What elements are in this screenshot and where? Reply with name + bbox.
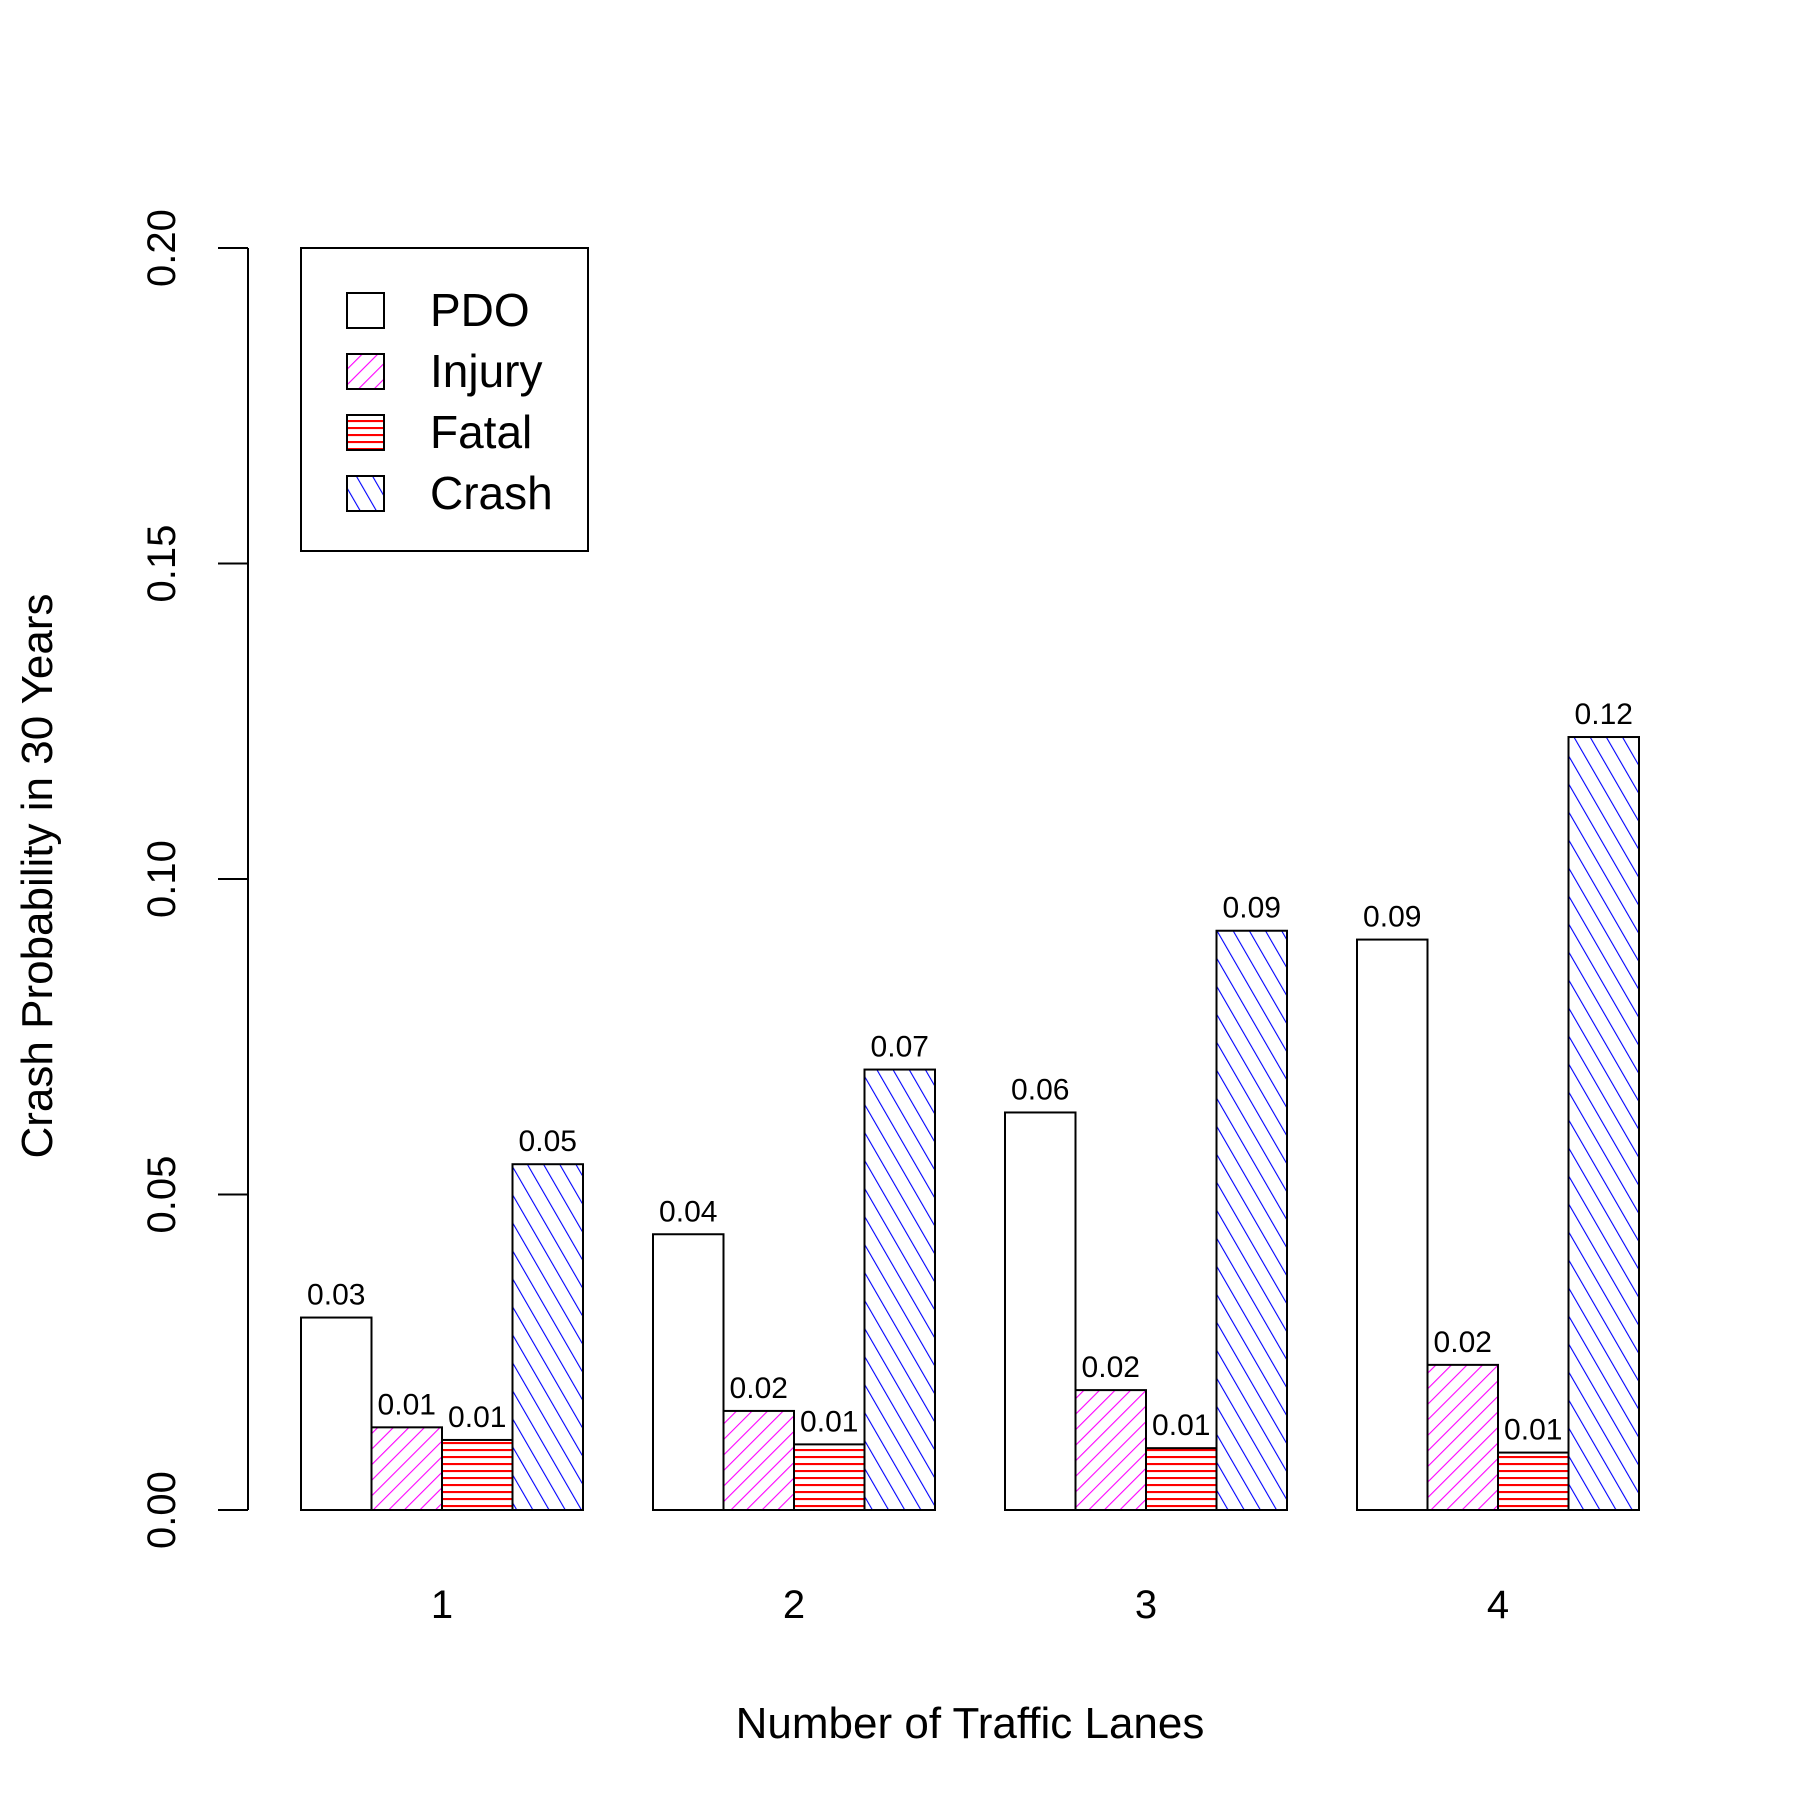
legend-label-crash: Crash [430, 467, 553, 519]
legend: PDO Injury Fatal Crash [300, 247, 589, 552]
bar-pdo-3 [1004, 1111, 1077, 1511]
y-tick-label: 0.00 [140, 1471, 184, 1549]
legend-label-pdo: PDO [430, 284, 530, 336]
data-label-pdo-4: 0.09 [1363, 901, 1421, 934]
bars-group [300, 736, 1640, 1512]
bar-injury-2 [722, 1409, 795, 1511]
bar-fatal-2 [793, 1443, 866, 1511]
legend-label-fatal: Fatal [430, 406, 532, 458]
data-label-crash-1: 0.05 [519, 1125, 577, 1158]
data-label-fatal-3: 0.01 [1152, 1409, 1210, 1442]
legend-swatch-pdo [346, 292, 385, 329]
bar-pdo-1 [300, 1316, 373, 1512]
y-tick-label: 0.10 [140, 840, 184, 918]
legend-swatch-injury [346, 353, 385, 390]
bar-crash-3 [1215, 929, 1288, 1511]
data-label-crash-4: 0.12 [1575, 698, 1633, 731]
data-label-injury-1: 0.01 [378, 1388, 436, 1421]
bar-fatal-4 [1497, 1451, 1570, 1511]
data-label-crash-3: 0.09 [1223, 892, 1281, 925]
y-axis: 0.00 0.05 0.10 0.15 0.20 [140, 209, 249, 1549]
data-label-fatal-1: 0.01 [448, 1401, 506, 1434]
legend-swatch-fatal [346, 414, 385, 451]
y-axis-title: Crash Probability in 30 Years [13, 594, 62, 1159]
bar-crash-1 [511, 1163, 584, 1512]
data-label-pdo-1: 0.03 [307, 1279, 365, 1312]
bar-fatal-3 [1145, 1447, 1218, 1511]
x-tick-label-2: 2 [783, 1583, 805, 1627]
data-label-crash-2: 0.07 [871, 1031, 929, 1064]
x-tick-label-4: 4 [1487, 1583, 1509, 1627]
data-label-pdo-2: 0.04 [659, 1195, 717, 1228]
x-axis-labels: 1 2 3 4 [431, 1583, 1509, 1627]
bar-crash-4 [1567, 736, 1640, 1511]
data-label-fatal-4: 0.01 [1504, 1414, 1562, 1447]
data-label-injury-3: 0.02 [1082, 1351, 1140, 1384]
data-label-fatal-2: 0.01 [800, 1405, 858, 1438]
bar-injury-4 [1426, 1363, 1499, 1511]
data-label-injury-2: 0.02 [730, 1372, 788, 1405]
data-label-injury-4: 0.02 [1434, 1326, 1492, 1359]
x-tick-label-1: 1 [431, 1583, 453, 1627]
bar-crash-2 [863, 1068, 936, 1511]
y-tick-label: 0.20 [140, 209, 184, 287]
y-tick-label: 0.15 [140, 525, 184, 603]
bar-injury-1 [370, 1426, 443, 1511]
legend-swatch-crash [346, 475, 385, 512]
bar-pdo-2 [652, 1233, 725, 1512]
bar-injury-3 [1074, 1389, 1147, 1511]
legend-label-injury: Injury [430, 345, 542, 397]
x-axis-title: Number of Traffic Lanes [736, 1699, 1205, 1748]
bar-pdo-4 [1356, 938, 1429, 1511]
data-labels-group: 0.03 0.01 0.01 0.05 0.04 0.02 0.01 0.07 0.06 0.02… [307, 698, 1633, 1447]
y-tick-label: 0.05 [140, 1156, 184, 1234]
data-label-pdo-3: 0.06 [1011, 1073, 1069, 1106]
bar-fatal-1 [441, 1438, 514, 1511]
x-tick-label-3: 3 [1135, 1583, 1157, 1627]
